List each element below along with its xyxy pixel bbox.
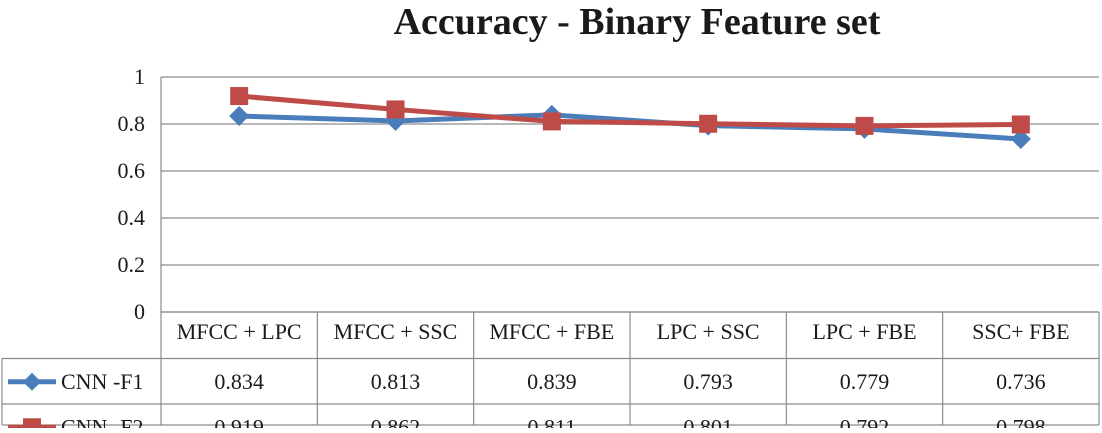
legend-label: CNN -F1: [61, 369, 144, 394]
category-label: SSC+ FBE: [972, 319, 1069, 344]
y-axis: 0 0.2 0.4 0.6 0.8 1: [118, 64, 162, 425]
series-line-2: [238, 93, 1021, 129]
data-label: 0.736: [996, 369, 1046, 394]
data-label: 0.779: [840, 369, 890, 394]
data-point-square: [1011, 115, 1030, 134]
category-label: MFCC + LPC: [177, 319, 302, 344]
data-label: 0.811: [527, 414, 576, 428]
y-tick-label: 0: [134, 299, 145, 324]
legend-square-marker: [23, 418, 41, 433]
data-point-square: [855, 116, 874, 135]
data-point-square: [230, 87, 249, 106]
data-point-square: [699, 114, 718, 133]
category-label: MFCC + FBE: [489, 319, 614, 344]
y-tick-label: 0.8: [118, 111, 146, 136]
gridlines: [161, 76, 1099, 313]
y-tick-label: 0.4: [118, 205, 146, 230]
category-label: MFCC + SSC: [334, 319, 458, 344]
data-label: 0.798: [996, 414, 1046, 428]
data-point-square: [542, 112, 561, 131]
data-label: 0.862: [371, 414, 421, 428]
data-label: 0.919: [214, 414, 264, 428]
data-label: 0.839: [527, 369, 577, 394]
data-label: 0.834: [214, 369, 264, 394]
y-tick-label: 0.6: [118, 158, 146, 183]
data-point-square: [386, 100, 405, 119]
data-label: 0.813: [371, 369, 421, 394]
chart-title: Accuracy - Binary Feature set: [394, 1, 881, 43]
y-tick-label: 1: [134, 64, 145, 89]
y-tick-label: 0.2: [118, 252, 146, 277]
data-table: MFCC + LPC MFCC + SSC MFCC + FBE LPC + SSC L…: [1, 311, 1100, 433]
series-group: [229, 87, 1031, 150]
data-point-diamond: [1010, 129, 1031, 150]
data-label: 0.793: [683, 369, 733, 394]
data-point-diamond: [229, 106, 250, 127]
category-label: LPC + FBE: [812, 319, 916, 344]
category-label: LPC + SSC: [657, 319, 760, 344]
data-label: 0.792: [840, 414, 890, 428]
legend-diamond-marker: [23, 372, 41, 391]
data-label: 0.801: [683, 414, 733, 428]
legend-label: CNN -F2: [61, 414, 144, 428]
